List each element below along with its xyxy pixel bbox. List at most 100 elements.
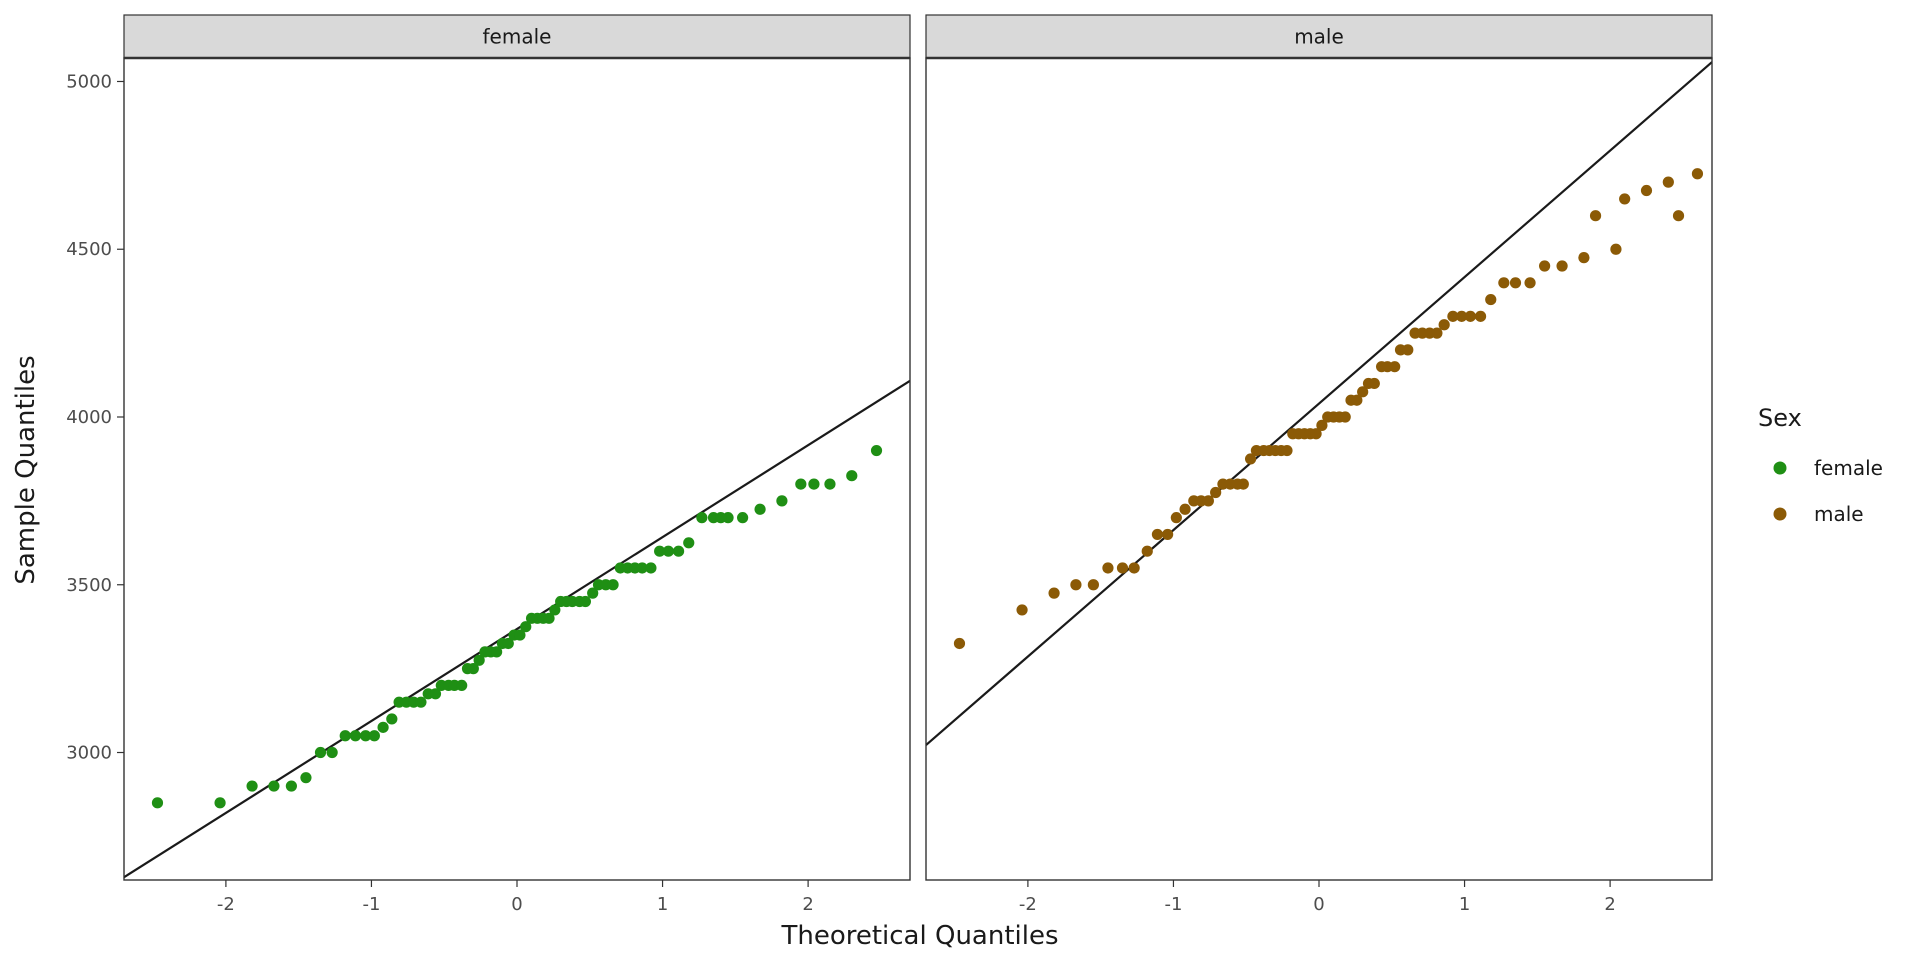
y-tick-label: 5000 [66,71,112,92]
x-tick-label: 0 [1313,894,1324,915]
legend-entry-male: male [1773,502,1864,526]
data-point [1202,495,1214,507]
y-tick-label: 3500 [66,575,112,596]
data-point [715,512,727,524]
data-point [1589,210,1602,222]
data-point [1578,252,1590,264]
y-tick-label: 4500 [66,239,112,260]
data-point [636,562,648,574]
data-point [683,537,695,549]
data-point [491,646,503,658]
data-point [1237,478,1249,490]
data-point [360,730,372,742]
data-point [953,637,966,650]
data-point [1610,243,1622,255]
data-point [1509,277,1522,289]
data-point [268,780,280,792]
data-point [1456,310,1468,322]
qq-reference-line [124,379,910,879]
data-point [1244,453,1257,465]
data-point [846,470,858,482]
panel-female: female -2 -1 0 1 2 3000 3500 4000 4500 5000 [66,14,911,915]
data-point [1339,411,1351,423]
data-point [654,545,666,557]
data-point [1128,562,1140,574]
data-point [285,780,297,792]
facet-strip-label: female [483,25,552,49]
data-point [1431,327,1443,339]
data-point [386,713,398,725]
data-point [543,612,555,624]
data-point [870,444,883,457]
data-point [246,780,258,792]
data-point [1048,587,1060,599]
data-point [1447,310,1459,322]
data-point [514,629,526,641]
y-tick-label: 3000 [66,743,112,764]
legend-title: Sex [1758,404,1802,432]
data-point [776,495,788,507]
data-point [607,579,619,591]
data-point [1389,361,1401,373]
data-point [549,604,561,616]
data-point [1357,386,1369,398]
qq-reference-line [926,61,1712,746]
data-point [1691,168,1704,180]
x-tick-label: -1 [362,894,380,915]
x-tick-label: 2 [1604,894,1615,915]
x-tick-label: 0 [511,894,522,915]
data-point [1438,319,1450,331]
data-point [314,746,327,759]
data-point [415,696,427,708]
data-point [1351,394,1363,406]
data-point [473,654,485,666]
data-point [467,663,479,675]
panels-layer: female -2 -1 0 1 2 3000 3500 4000 4500 5000 male -2 -… [66,14,1713,915]
data-point [326,746,338,759]
panel-background [926,58,1712,880]
data-point [1116,562,1129,574]
data-point [1672,210,1685,222]
data-point [429,688,442,700]
data-point [456,679,468,692]
data-point [1179,503,1191,515]
legend-label: female [1814,456,1883,480]
data-point [808,478,820,490]
x-tick-label: -2 [1019,894,1037,915]
data-point [1281,444,1293,457]
data-point [300,772,312,784]
data-point [696,512,708,524]
y-tick-label: 4000 [66,407,112,428]
y-axis-title: Sample Quantiles [11,355,41,584]
data-point [214,797,226,809]
data-point [1170,512,1182,524]
data-point [368,730,380,742]
data-point [1640,184,1653,197]
data-point [795,478,807,490]
x-axis-title: Theoretical Quantiles [780,921,1058,951]
data-point [1402,344,1414,356]
data-point [645,562,657,574]
data-point [1151,528,1164,541]
data-point [1539,260,1551,272]
data-point [1498,277,1510,289]
data-point [1141,545,1153,557]
data-point [1310,428,1322,440]
legend-label: male [1814,502,1864,526]
data-point [579,595,592,608]
facet-strip-label: male [1294,25,1344,49]
data-point [1016,604,1028,616]
data-point [520,621,532,633]
legend: Sex female male [1758,404,1883,526]
legend-entry-female: female [1773,456,1883,480]
panel-background [124,58,910,880]
data-point [1464,310,1476,322]
x-tick-label: 1 [1459,894,1470,915]
facet-strip [925,14,1713,59]
data-point [1524,277,1536,289]
data-point [754,503,766,515]
data-point [587,587,599,599]
legend-key [1773,461,1787,475]
panel-male: male -2 -1 0 1 2 [925,14,1713,915]
